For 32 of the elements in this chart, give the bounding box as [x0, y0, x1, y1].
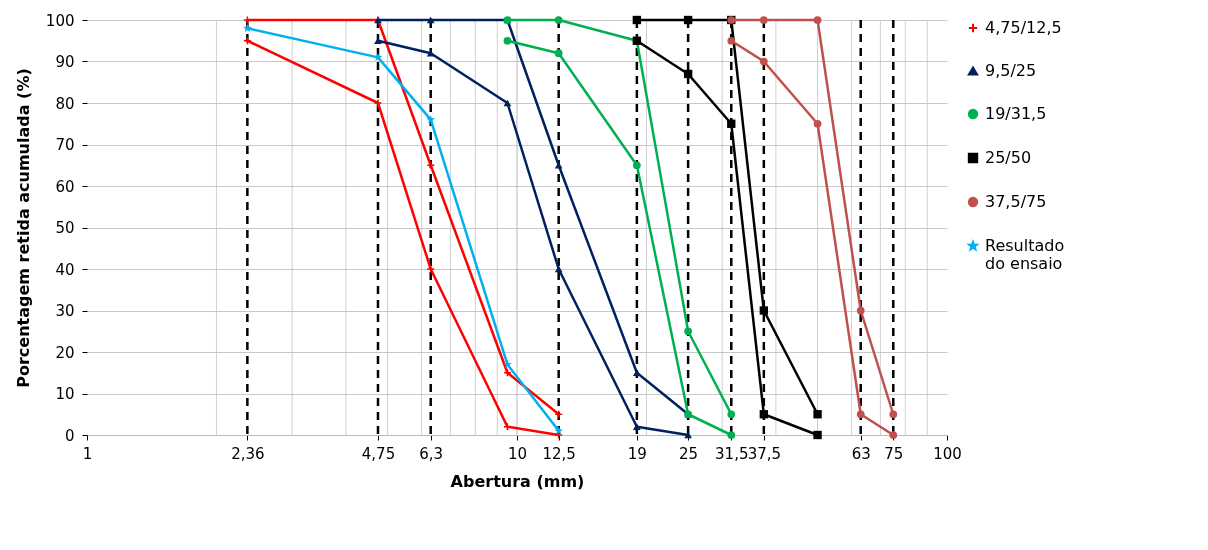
x-tick-label: 31,5	[715, 444, 749, 463]
x-tick-label: 75	[884, 444, 904, 463]
x-tick-label: 100	[933, 444, 962, 463]
y-tick-label: 80	[55, 94, 75, 113]
legend-label: 25/50	[985, 148, 1032, 167]
y-tick-label: 0	[64, 426, 75, 445]
x-tick-label: 4,75	[361, 444, 396, 463]
x-tick-label: 2,36	[231, 444, 265, 463]
x-tick-label: 37,5	[747, 444, 782, 463]
x-axis-title: Abertura (mm)	[450, 471, 585, 491]
y-tick-label: 100	[45, 11, 75, 30]
y-axis-title: Porcentagem retida acumulada (%)	[13, 68, 33, 388]
x-tick-label: 10	[507, 444, 528, 463]
y-tick-label: 30	[55, 302, 75, 320]
x-tick-label: 63	[851, 444, 871, 463]
legend-label: 19/31,5	[985, 104, 1047, 123]
y-tick-label: 50	[55, 219, 75, 237]
y-tick-label: 10	[55, 385, 75, 403]
y-tick-label: 70	[55, 136, 75, 154]
y-tick-label: 90	[55, 53, 75, 71]
x-tick-label: 6,3	[419, 444, 444, 463]
legend-label: 4,75/12,5	[985, 18, 1062, 37]
legend-label: 9,5/25	[985, 61, 1037, 80]
x-tick-label: 25	[679, 444, 699, 463]
legend-label: Resultado do ensaio	[985, 236, 1065, 273]
y-tick-label: 20	[55, 343, 75, 362]
y-tick-label: 60	[55, 177, 75, 196]
x-tick-label: 1	[82, 444, 93, 463]
x-tick-label: 12,5	[542, 444, 576, 463]
y-tick-label: 40	[55, 260, 75, 279]
legend-label: 37,5/75	[985, 192, 1047, 211]
x-tick-label: 19	[627, 444, 647, 463]
